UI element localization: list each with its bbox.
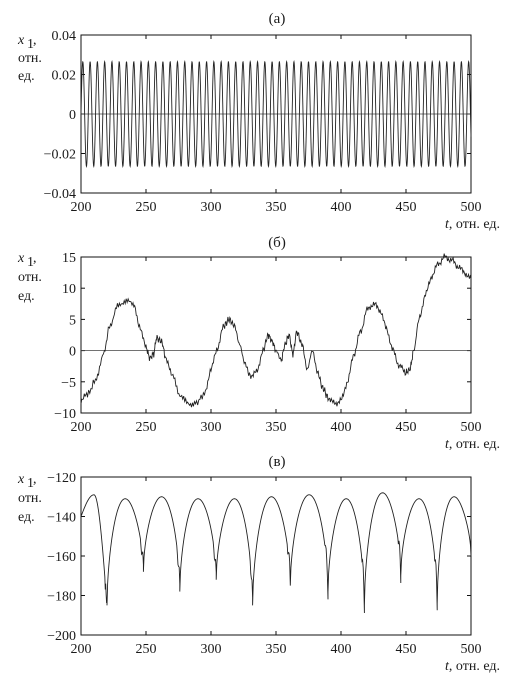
panel-a-xlabel: t, отн. ед.: [445, 217, 500, 232]
panel-b-ytick-label: 0: [69, 345, 76, 360]
panel-b-xtick-label: 350: [266, 420, 287, 435]
panel-a-xtick-label: 250: [136, 200, 157, 215]
panel-a-ytick-label: 0: [69, 108, 76, 123]
panel-b-xtick-label: 500: [461, 420, 482, 435]
panel-b-ylabel-var: x: [17, 251, 25, 266]
panel-b-xtick-label: 300: [201, 420, 222, 435]
panel-c-title: (в): [268, 454, 285, 470]
panel-b-xtick-label: 250: [136, 420, 157, 435]
panel-a-xtick-label: 500: [461, 200, 482, 215]
panel-b-ticks: 200 250 300 350 400 450 500 −10 −5 0 5 10 15: [54, 251, 481, 435]
panel-b-ylabel-sub: 1: [27, 255, 34, 270]
panel-a-ytick-label: 0.02: [52, 69, 77, 84]
panel-c-ticks: 200 250 300 350 400 450 500 −200 −180 −160 −140 −12…: [47, 471, 481, 657]
panel-b-xtick-label: 200: [71, 420, 92, 435]
panel-c-xtick-label: 300: [201, 642, 222, 657]
panel-a-xtick-label: 300: [201, 200, 222, 215]
panel-b-xtick-label: 400: [331, 420, 352, 435]
panel-a: (а) x 1 , отн. ед. 200 250 300 350 400 450 500…: [17, 11, 500, 232]
panel-b-ytick-label: 15: [62, 251, 76, 266]
panel-a-xtick-label: 200: [71, 200, 92, 215]
panel-c-xtick-label: 200: [71, 642, 92, 657]
panel-a-xtick-label: 350: [266, 200, 287, 215]
panel-c-ylabel-comma: ,: [33, 472, 37, 487]
panel-a-xtick-label: 450: [396, 200, 417, 215]
panel-b-ytick-label: 10: [62, 282, 76, 297]
panel-a-ytick-label: −0.02: [44, 148, 76, 163]
panel-c-xtick-label: 450: [396, 642, 417, 657]
panel-b-ytick-label: −5: [61, 376, 76, 391]
panel-c-ytick-label: −200: [47, 629, 76, 644]
panel-c-ylabel-sub: 1: [27, 476, 34, 491]
panel-c-ytick-label: −160: [47, 550, 76, 565]
panel-c-ytick-label: −120: [47, 471, 76, 486]
panel-a-ylabel-var: x: [17, 33, 25, 48]
panel-c-xlabel: t, отн. ед.: [445, 659, 500, 674]
panel-a-ticks: 200 250 300 350 400 450 500 −0.04 −0.02 0 0.02 0.04: [44, 29, 482, 215]
panel-c-ylabel-var: x: [17, 472, 25, 487]
panel-c: (в) x 1 , отн. ед. 200 250 300 350 400 450 500…: [17, 454, 500, 674]
panel-b-ylabel-line3: ед.: [18, 289, 35, 304]
panel-a-ytick-label: −0.04: [44, 187, 76, 202]
panel-a-title: (а): [269, 11, 286, 27]
panel-b-xlabel: t, отн. ед.: [445, 437, 500, 452]
panel-b-ytick-label: −10: [54, 407, 76, 422]
panel-b: (б) x 1 , отн. ед. 200 250 300 350 400 450 500…: [17, 235, 500, 452]
panel-c-series-line: [80, 492, 472, 613]
panel-c-xtick-label: 400: [331, 642, 352, 657]
panel-b-ytick-label: 5: [69, 313, 76, 328]
panel-b-title: (б): [268, 235, 286, 251]
panel-a-ylabel-line3: ед.: [18, 69, 35, 84]
panel-c-xtick-label: 250: [136, 642, 157, 657]
panel-c-xtick-label: 500: [461, 642, 482, 657]
panel-a-ylabel-comma: ,: [33, 33, 37, 48]
panel-a-ytick-label: 0.04: [52, 29, 77, 44]
panel-b-series-line: [80, 253, 472, 408]
panel-c-ylabel-line2: отн.: [18, 491, 42, 506]
panel-a-ylabel-line2: отн.: [18, 51, 42, 66]
panel-a-ylabel-sub: 1: [27, 37, 34, 52]
panel-a-xtick-label: 400: [331, 200, 352, 215]
panel-c-ytick-label: −140: [47, 511, 76, 526]
panel-a-series-line: [80, 60, 472, 168]
panel-b-plot-frame: [80, 256, 472, 414]
panel-c-ylabel-line3: ед.: [18, 510, 35, 525]
panel-b-ylabel-comma: ,: [33, 251, 37, 266]
panel-b-ylabel-line2: отн.: [18, 270, 42, 285]
panel-c-xtick-label: 350: [266, 642, 287, 657]
panel-c-ytick-label: −180: [47, 590, 76, 605]
panel-b-xtick-label: 450: [396, 420, 417, 435]
